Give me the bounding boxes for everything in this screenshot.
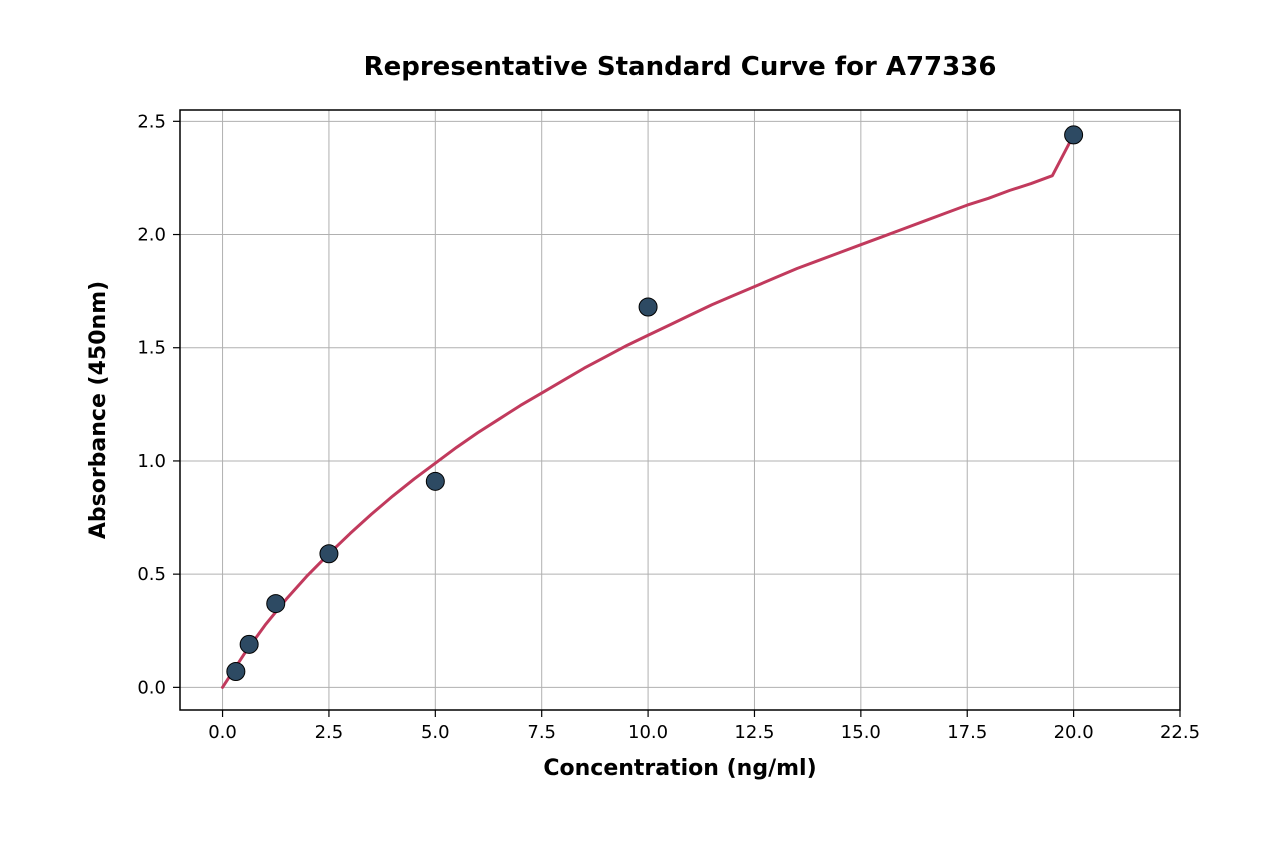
x-tick-label: 17.5: [947, 722, 987, 743]
y-axis-label: Absorbance (450nm): [86, 281, 111, 539]
y-tick-label: 1.0: [137, 451, 166, 472]
standard-curve-chart: 0.0 2.5 5.0 7.5 10.0 12.5 15.0 17.5 20.0 22.5 0.0 0…: [50, 30, 1230, 810]
x-tick-label: 12.5: [734, 722, 774, 743]
data-point: [639, 298, 657, 316]
data-point: [426, 472, 444, 490]
y-tick-label: 0.5: [137, 564, 166, 585]
x-axis-label: Concentration (ng/ml): [543, 756, 816, 781]
data-point: [240, 635, 258, 653]
x-tick-label: 22.5: [1160, 722, 1200, 743]
data-point: [1065, 126, 1083, 144]
data-point: [227, 663, 245, 681]
x-tick-label: 5.0: [421, 722, 450, 743]
x-tick-label: 2.5: [315, 722, 344, 743]
chart-title: Representative Standard Curve for A77336: [364, 52, 997, 82]
chart-container: 0.0 2.5 5.0 7.5 10.0 12.5 15.0 17.5 20.0 22.5 0.0 0…: [50, 30, 1230, 810]
y-tick-label: 2.5: [137, 111, 166, 132]
y-tick-label: 0.0: [137, 677, 166, 698]
x-tick-label: 10.0: [628, 722, 668, 743]
data-point: [320, 545, 338, 563]
x-tick-label: 15.0: [841, 722, 881, 743]
x-tick-label: 20.0: [1054, 722, 1094, 743]
y-tick-label: 2.0: [137, 225, 166, 246]
data-point: [267, 595, 285, 613]
x-tick-label: 0.0: [208, 722, 237, 743]
x-tick-label: 7.5: [527, 722, 556, 743]
y-tick-label: 1.5: [137, 338, 166, 359]
